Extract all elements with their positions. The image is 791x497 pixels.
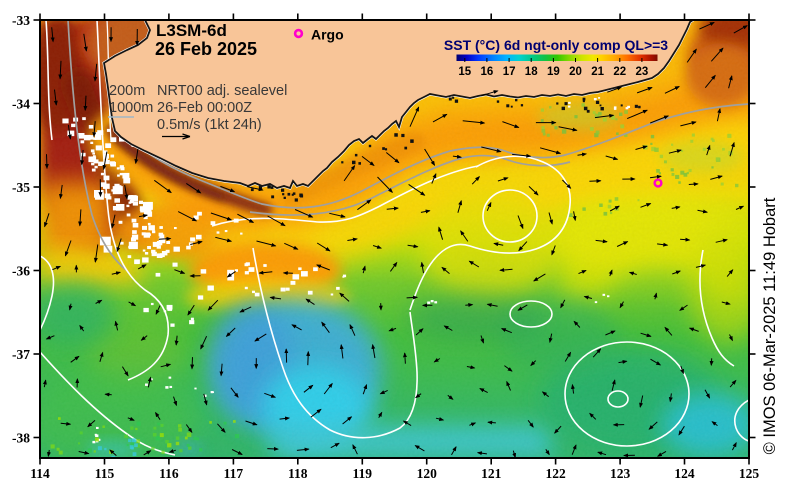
svg-text:-38: -38 (12, 431, 30, 446)
svg-text:114: 114 (30, 466, 50, 481)
svg-text:18: 18 (525, 66, 538, 78)
svg-text:-35: -35 (12, 180, 30, 195)
svg-text:-33: -33 (12, 13, 30, 28)
svg-text:NRT00 adj. sealevel: NRT00 adj. sealevel (157, 83, 287, 99)
svg-text:118: 118 (288, 466, 308, 481)
svg-text:124: 124 (674, 466, 695, 481)
svg-text:22: 22 (613, 66, 626, 78)
svg-text:26 Feb 2025: 26 Feb 2025 (155, 39, 257, 59)
svg-text:-37: -37 (12, 347, 30, 362)
svg-text:19: 19 (547, 66, 560, 78)
svg-text:26-Feb 00:00Z: 26-Feb 00:00Z (157, 100, 252, 116)
svg-text:120: 120 (417, 466, 438, 481)
svg-text:1000m: 1000m (109, 100, 153, 116)
svg-text:© IMOS 06-Mar-2025 11:49 Hobar: © IMOS 06-Mar-2025 11:49 Hobart (761, 197, 779, 454)
svg-text:20: 20 (569, 66, 582, 78)
svg-text:116: 116 (159, 466, 179, 481)
svg-text:119: 119 (353, 466, 373, 481)
svg-text:-34: -34 (12, 97, 30, 112)
svg-text:L3SM-6d: L3SM-6d (156, 21, 227, 40)
svg-text:125: 125 (739, 466, 760, 481)
svg-text:23: 23 (636, 66, 649, 78)
svg-text:115: 115 (95, 466, 115, 481)
svg-text:15: 15 (458, 66, 471, 78)
svg-text:Argo: Argo (311, 27, 344, 43)
svg-text:200m: 200m (109, 83, 145, 99)
svg-text:SST (°C) 6d ngt-only comp QL>=: SST (°C) 6d ngt-only comp QL>=3 (444, 37, 668, 53)
svg-text:117: 117 (224, 466, 244, 481)
svg-text:0.5m/s (1kt 24h): 0.5m/s (1kt 24h) (157, 117, 262, 133)
svg-text:-36: -36 (12, 264, 30, 279)
svg-text:16: 16 (481, 66, 494, 78)
svg-text:122: 122 (545, 466, 566, 481)
svg-text:123: 123 (610, 466, 631, 481)
svg-text:21: 21 (591, 66, 604, 78)
svg-text:121: 121 (481, 466, 502, 481)
svg-text:17: 17 (503, 66, 516, 78)
